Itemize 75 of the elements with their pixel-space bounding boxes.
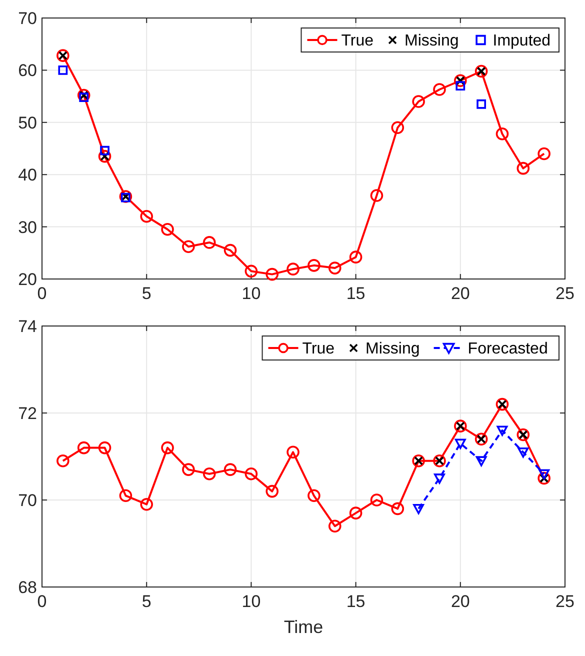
- point: [56, 454, 70, 468]
- point: [476, 456, 487, 466]
- point: [140, 210, 153, 223]
- point: [119, 489, 132, 502]
- x-tick-label: 20: [450, 592, 470, 611]
- point: [370, 189, 384, 202]
- y-tick-label: 50: [18, 113, 37, 132]
- point: [349, 250, 362, 264]
- point: [308, 259, 320, 272]
- point: [391, 502, 404, 516]
- point: [518, 447, 529, 458]
- point: [328, 520, 342, 532]
- point: [412, 95, 425, 108]
- y-tick-label: 70: [18, 491, 37, 510]
- point: [100, 146, 110, 156]
- y-tick-label: 20: [18, 270, 37, 289]
- point: [516, 162, 530, 175]
- y-tick-label: 72: [18, 404, 37, 423]
- legend-label: True: [341, 32, 374, 50]
- x-tick-label: 15: [346, 592, 366, 611]
- x-tick-label: 10: [242, 592, 261, 611]
- point: [349, 506, 362, 520]
- x-tick-label: 25: [556, 592, 574, 611]
- legend-label: Missing: [366, 340, 420, 358]
- x-tick-label: 0: [37, 592, 47, 611]
- point: [370, 494, 384, 506]
- point: [266, 268, 279, 281]
- point: [538, 147, 550, 160]
- y-tick-label: 74: [18, 317, 37, 336]
- y-tick-label: 68: [18, 578, 37, 597]
- point: [538, 469, 550, 480]
- x-tick-label: 5: [142, 284, 152, 303]
- point: [308, 489, 320, 502]
- point: [496, 426, 508, 436]
- point: [182, 240, 195, 254]
- y-tick-label: 30: [18, 218, 37, 237]
- x-axis-title: Time: [284, 617, 324, 637]
- y-tick-label: 60: [18, 61, 37, 80]
- x-tick-label: 0: [37, 284, 47, 303]
- point: [224, 244, 237, 257]
- point: [391, 121, 404, 134]
- legend-label: Missing: [404, 32, 459, 50]
- legend-label: True: [302, 340, 335, 358]
- point: [161, 441, 174, 454]
- point: [77, 441, 90, 454]
- legend-label: Forecasted: [468, 340, 548, 358]
- point: [161, 223, 174, 236]
- point: [433, 83, 446, 96]
- point: [140, 498, 153, 511]
- y-tick-label: 40: [18, 166, 37, 185]
- point: [454, 438, 466, 449]
- point: [58, 66, 68, 75]
- point: [328, 262, 342, 274]
- x-tick-label: 10: [242, 284, 261, 303]
- point: [413, 504, 424, 514]
- point: [434, 474, 445, 484]
- point: [244, 264, 258, 278]
- point: [182, 463, 195, 476]
- point: [98, 441, 112, 454]
- point: [202, 468, 216, 480]
- x-tick-label: 20: [450, 284, 470, 303]
- x-tick-label: 5: [142, 592, 152, 611]
- point: [286, 446, 300, 459]
- y-tick-label: 70: [18, 9, 37, 28]
- point: [266, 484, 279, 498]
- point: [202, 236, 216, 249]
- legend-label: Imputed: [492, 32, 551, 50]
- point: [476, 99, 486, 109]
- point: [456, 81, 466, 91]
- point: [286, 262, 300, 276]
- x-tick-label: 25: [556, 284, 574, 303]
- point: [224, 463, 237, 476]
- point: [496, 127, 509, 140]
- point: [244, 468, 258, 480]
- x-tick-label: 15: [346, 284, 366, 303]
